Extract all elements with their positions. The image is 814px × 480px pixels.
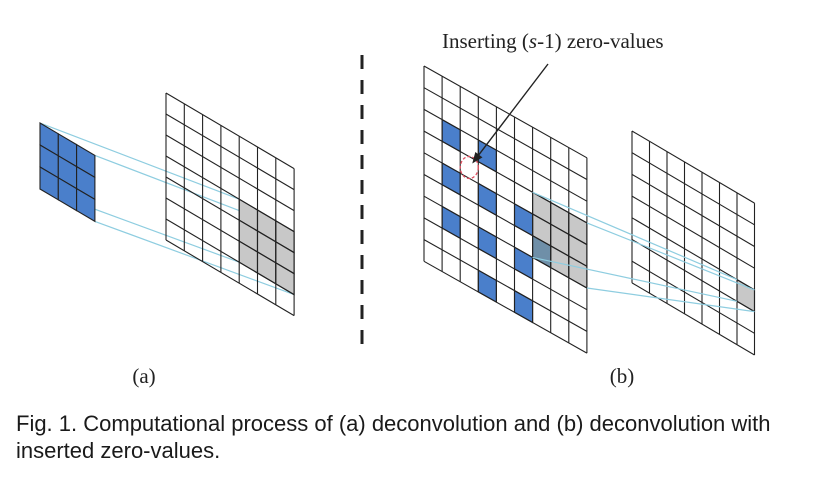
grid-a-row-line <box>165 155 295 233</box>
grid-b-in-row-line <box>423 108 588 202</box>
grid-b-in-row-line <box>423 239 588 332</box>
grid-a-row-line <box>165 218 295 296</box>
grid-b-out-row-line <box>631 130 755 204</box>
input-grid-a <box>165 92 295 317</box>
grid-a-row-line <box>165 113 295 191</box>
grid-b-in-row-line <box>423 65 588 159</box>
label-a: (a) <box>132 364 155 388</box>
grid-b-out-row-line <box>631 195 755 269</box>
deconvolution-figure: Inserting (s-1) zero-values (a) (b) <box>39 29 756 388</box>
input-grid-b <box>423 65 588 354</box>
grid-b-in-row-line <box>423 174 588 267</box>
grid-a-row-line <box>165 134 295 212</box>
grid-a-row-line <box>165 197 295 275</box>
projection-line-a <box>94 220 295 296</box>
projection-line-b <box>586 222 755 291</box>
grid-b-out-row-line <box>631 260 755 334</box>
grid-b-out-row-line <box>631 173 755 247</box>
grid-b-in-row-line <box>423 217 588 311</box>
grid-b-in-row-line <box>423 195 588 289</box>
kernel-cell-a <box>76 187 96 223</box>
grid-b-in-row-line <box>423 87 588 180</box>
label-b: (b) <box>610 364 635 388</box>
annotation-label: Inserting (s-1) zero-values <box>442 29 664 53</box>
projection-line-b <box>586 287 755 313</box>
annotation-arrowhead <box>472 151 483 164</box>
projection-line-a <box>39 122 240 200</box>
grid-a-row-line <box>165 239 295 317</box>
grid-b-out-row-line <box>631 282 755 356</box>
grid-b-in-row-line <box>423 260 588 354</box>
grid-b-out-row-line <box>631 152 755 226</box>
annotation-arrow <box>478 63 549 156</box>
figure-caption: Fig. 1. Computational process of (a) dec… <box>16 411 771 463</box>
grid-b-in-row-line <box>423 152 588 246</box>
kernel-a <box>39 122 96 223</box>
grid-a-row-line <box>165 176 295 254</box>
grid-b-in-row-line <box>423 130 588 224</box>
zero-value-marker <box>459 155 479 180</box>
grid-b-out-row-line <box>631 239 755 313</box>
grid-a-row-line <box>165 92 295 170</box>
projection-lines-b <box>532 191 755 313</box>
projection-line-b <box>532 256 738 302</box>
projection-line-b <box>532 191 738 281</box>
output-grid-b <box>631 130 756 356</box>
